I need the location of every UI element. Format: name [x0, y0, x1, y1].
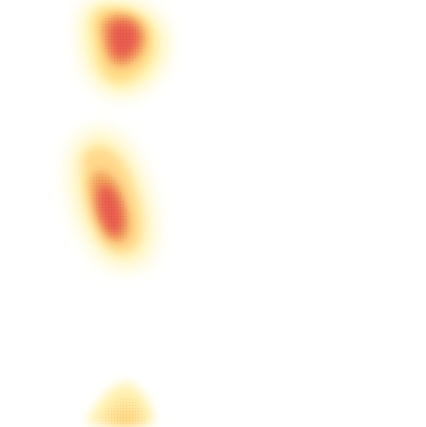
- heat-blob-middle: [70, 131, 154, 267]
- heat-blob-bottom: [86, 382, 154, 424]
- heat-blob-top: [82, 0, 166, 93]
